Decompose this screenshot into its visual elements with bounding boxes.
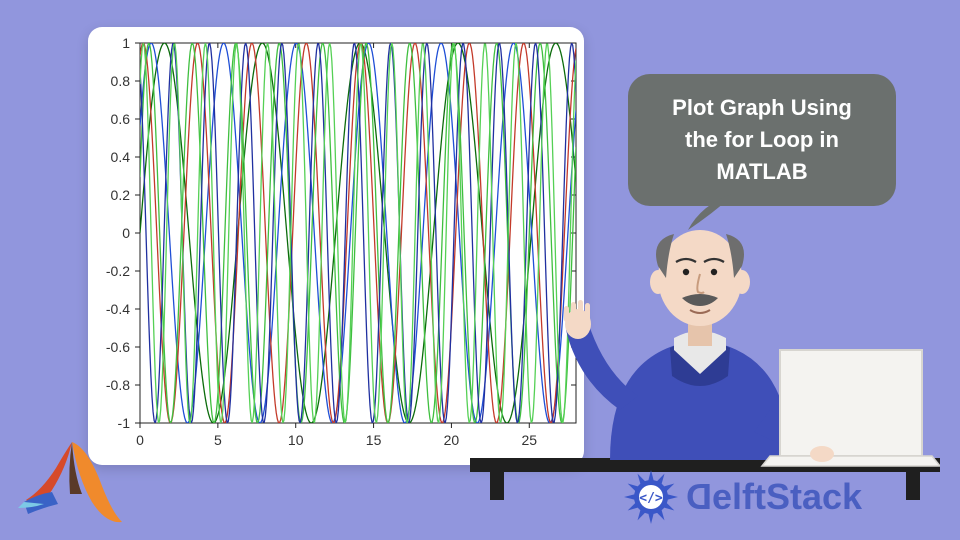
speech-line-2: the for Loop in	[656, 124, 868, 156]
matlab-logo-icon	[18, 438, 128, 534]
svg-text:0.8: 0.8	[111, 73, 131, 89]
speech-line-3: MATLAB	[656, 156, 868, 188]
svg-text:0.4: 0.4	[111, 149, 131, 165]
svg-text:-0.4: -0.4	[106, 301, 130, 317]
svg-text:5: 5	[214, 432, 222, 448]
speech-bubble: Plot Graph Using the for Loop in MATLAB	[628, 74, 896, 206]
svg-text:0: 0	[136, 432, 144, 448]
brand-logo: </> DelftStack	[622, 468, 862, 526]
svg-text:0.2: 0.2	[111, 187, 131, 203]
brand-badge-icon: </>	[622, 468, 680, 526]
svg-text:-0.8: -0.8	[106, 377, 130, 393]
svg-text:</>: </>	[639, 491, 663, 506]
svg-text:-1: -1	[118, 415, 131, 431]
brand-text-rest: elftStack	[712, 476, 862, 517]
person-illustration	[470, 200, 940, 500]
svg-text:0: 0	[122, 225, 130, 241]
svg-text:10: 10	[288, 432, 304, 448]
svg-text:20: 20	[444, 432, 460, 448]
brand-text: DelftStack	[686, 476, 862, 518]
svg-text:15: 15	[366, 432, 382, 448]
svg-text:-0.6: -0.6	[106, 339, 130, 355]
brand-text-first: D	[686, 476, 712, 518]
svg-text:-0.2: -0.2	[106, 263, 130, 279]
speech-line-1: Plot Graph Using	[656, 92, 868, 124]
svg-text:0.6: 0.6	[111, 111, 131, 127]
svg-text:1: 1	[122, 35, 130, 51]
